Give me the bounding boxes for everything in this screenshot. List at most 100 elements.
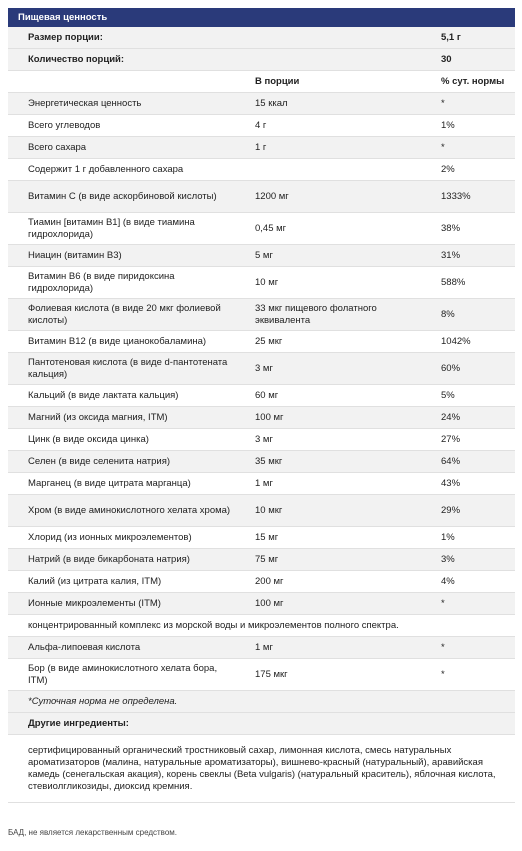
nutrient-amount: 1 мг bbox=[255, 477, 273, 489]
nutrient-name: Тиамин [витамин B1] (в виде тиамина гидр… bbox=[28, 216, 195, 240]
table-row: Цинк (в виде оксида цинка) 3 мг 27% bbox=[8, 429, 515, 451]
nutrient-dv: 5% bbox=[441, 389, 455, 401]
nutrient-dv: 1% bbox=[441, 119, 455, 131]
table-row: Витамин B6 (в виде пиридоксина гидрохлор… bbox=[8, 267, 515, 299]
nutrient-name: Натрий (в виде бикарбоната натрия) bbox=[28, 553, 190, 565]
table-row: Всего углеводов 4 г 1% bbox=[8, 115, 515, 137]
table-row: Тиамин [витамин B1] (в виде тиамина гидр… bbox=[8, 213, 515, 245]
nutrient-name: Витамин B12 (в виде цианокобаламина) bbox=[28, 335, 207, 347]
table-row: Содержит 1 г добавленного сахара 2% bbox=[8, 159, 515, 181]
nutrient-dv: 64% bbox=[441, 455, 461, 467]
nutrient-amount: 60 мг bbox=[255, 389, 279, 401]
nutrient-name: Кальций (в виде лактата кальция) bbox=[28, 389, 179, 401]
nutrient-amount: 10 мкг bbox=[255, 504, 283, 516]
nutrient-dv: 8% bbox=[441, 308, 455, 320]
nutrient-dv: * bbox=[441, 641, 445, 653]
nutrition-facts-table: Пищевая ценность Размер порции: 5,1 г Ко… bbox=[8, 8, 515, 803]
nutrient-dv: 1% bbox=[441, 531, 455, 543]
nutrient-amount: 100 мг bbox=[255, 411, 284, 423]
other-ingredients-text: сертифицированный органический тростнико… bbox=[28, 744, 496, 792]
nutrient-name: Витамин B6 (в виде пиридоксина гидрохлор… bbox=[28, 270, 175, 294]
nutrient-name: Фолиевая кислота (в виде 20 мкг фолиевой… bbox=[28, 302, 221, 326]
table-row: Калий (из цитрата калия, ITM) 200 мг 4% bbox=[8, 571, 515, 593]
footer-disclaimer: БАД, не является лекарственным средством… bbox=[8, 828, 177, 837]
nutrient-amount: 5 мг bbox=[255, 249, 273, 261]
nutrient-name: Селен (в виде селенита натрия) bbox=[28, 455, 171, 467]
table-row: Марганец (в виде цитрата марганца) 1 мг 43… bbox=[8, 473, 515, 495]
servings-label: Количество порций: bbox=[28, 53, 125, 65]
nutrient-name: Марганец (в виде цитрата марганца) bbox=[28, 477, 191, 489]
nutrient-amount: 25 мкг bbox=[255, 335, 283, 347]
column-dv: % сут. нормы bbox=[441, 75, 505, 87]
table-row: Ионные микроэлементы (ITM) 100 мг * bbox=[8, 593, 515, 615]
table-row: Бор (в виде аминокислотного хелата бора,… bbox=[8, 659, 515, 691]
table-row: Ниацин (витамин B3) 5 мг 31% bbox=[8, 245, 515, 267]
nutrient-name: Витамин C (в виде аскорбиновой кислоты) bbox=[28, 190, 217, 202]
nutrient-name: Магний (из оксида магния, ITM) bbox=[28, 411, 168, 423]
nutrient-name: Хром (в виде аминокислотного хелата хром… bbox=[28, 504, 231, 516]
column-header-row: В порции % сут. нормы bbox=[8, 71, 515, 93]
nutrient-dv: 27% bbox=[441, 433, 461, 445]
nutrient-dv: 588% bbox=[441, 276, 466, 288]
itm-note-row: концентрированный комплекс из морской во… bbox=[8, 615, 515, 637]
nutrient-name: Пантотеновая кислота (в виде d-пантотена… bbox=[28, 356, 228, 380]
nutrient-amount: 35 мкг bbox=[255, 455, 283, 467]
nutrient-dv: 43% bbox=[441, 477, 461, 489]
servings-value: 30 bbox=[441, 53, 452, 65]
table-row: Витамин B12 (в виде цианокобаламина) 25 м… bbox=[8, 331, 515, 353]
table-row: Всего сахара 1 г * bbox=[8, 137, 515, 159]
nutrient-dv: 38% bbox=[441, 222, 461, 234]
nutrient-name: Альфа-липоевая кислота bbox=[28, 641, 141, 653]
other-ingredients-label: Другие ингредиенты: bbox=[28, 717, 129, 729]
nutrient-dv: 60% bbox=[441, 362, 461, 374]
nutrient-name: Ионные микроэлементы (ITM) bbox=[28, 597, 161, 609]
nutrient-amount: 3 мг bbox=[255, 362, 273, 374]
table-title: Пищевая ценность bbox=[8, 8, 515, 27]
table-row: Энергетическая ценность 15 ккал * bbox=[8, 93, 515, 115]
table-row: Натрий (в виде бикарбоната натрия) 75 мг 3… bbox=[8, 549, 515, 571]
nutrient-name: Ниацин (витамин B3) bbox=[28, 249, 122, 261]
nutrient-name: Всего углеводов bbox=[28, 119, 101, 131]
nutrient-rows-2: Альфа-липоевая кислота 1 мг * Бор (в виде а… bbox=[8, 637, 515, 691]
nutrient-amount: 10 мг bbox=[255, 276, 279, 288]
nutrient-dv: * bbox=[441, 97, 445, 109]
nutrient-amount: 100 мг bbox=[255, 597, 284, 609]
nutrient-name: Содержит 1 г добавленного сахара bbox=[28, 163, 184, 175]
dv-note: *Суточная норма не определена. bbox=[28, 695, 178, 707]
nutrient-amount: 33 мкг пищевого фолатного эквивалента bbox=[255, 302, 377, 326]
nutrient-name: Бор (в виде аминокислотного хелата бора,… bbox=[28, 662, 218, 686]
column-per-serving: В порции bbox=[255, 75, 300, 87]
nutrient-dv: 3% bbox=[441, 553, 455, 565]
nutrient-dv: * bbox=[441, 597, 445, 609]
nutrient-name: Хлорид (из ионных микроэлементов) bbox=[28, 531, 192, 543]
table-row: Кальций (в виде лактата кальция) 60 мг 5% bbox=[8, 385, 515, 407]
nutrient-amount: 200 мг bbox=[255, 575, 284, 587]
nutrient-amount: 15 мг bbox=[255, 531, 279, 543]
nutrient-dv: 24% bbox=[441, 411, 461, 423]
nutrient-name: Энергетическая ценность bbox=[28, 97, 142, 109]
nutrient-amount: 1200 мг bbox=[255, 190, 289, 202]
nutrient-amount: 3 мг bbox=[255, 433, 273, 445]
nutrient-name: Всего сахара bbox=[28, 141, 87, 153]
nutrient-dv: 2% bbox=[441, 163, 455, 175]
nutrient-name: Цинк (в виде оксида цинка) bbox=[28, 433, 149, 445]
nutrient-dv: 29% bbox=[441, 504, 461, 516]
table-row: Альфа-липоевая кислота 1 мг * bbox=[8, 637, 515, 659]
nutrient-rows: Энергетическая ценность 15 ккал * Всего угл… bbox=[8, 93, 515, 615]
nutrient-name: Калий (из цитрата калия, ITM) bbox=[28, 575, 162, 587]
other-ingredients-header-row: Другие ингредиенты: bbox=[8, 713, 515, 735]
nutrient-dv: 1333% bbox=[441, 190, 471, 202]
servings-row: Количество порций: 30 bbox=[8, 49, 515, 71]
table-row: Витамин C (в виде аскорбиновой кислоты) 1… bbox=[8, 181, 515, 213]
table-row: Селен (в виде селенита натрия) 35 мкг 64% bbox=[8, 451, 515, 473]
nutrient-amount: 1 мг bbox=[255, 641, 273, 653]
table-row: Фолиевая кислота (в виде 20 мкг фолиевой… bbox=[8, 299, 515, 331]
nutrient-amount: 0,45 мг bbox=[255, 222, 287, 234]
other-ingredients-row: сертифицированный органический тростнико… bbox=[8, 735, 515, 803]
serving-size-row: Размер порции: 5,1 г bbox=[8, 27, 515, 49]
dv-note-row: *Суточная норма не определена. bbox=[8, 691, 515, 713]
itm-note: концентрированный комплекс из морской во… bbox=[28, 619, 399, 631]
nutrient-amount: 175 мкг bbox=[255, 668, 288, 680]
table-row: Пантотеновая кислота (в виде d-пантотена… bbox=[8, 353, 515, 385]
nutrient-amount: 75 мг bbox=[255, 553, 279, 565]
